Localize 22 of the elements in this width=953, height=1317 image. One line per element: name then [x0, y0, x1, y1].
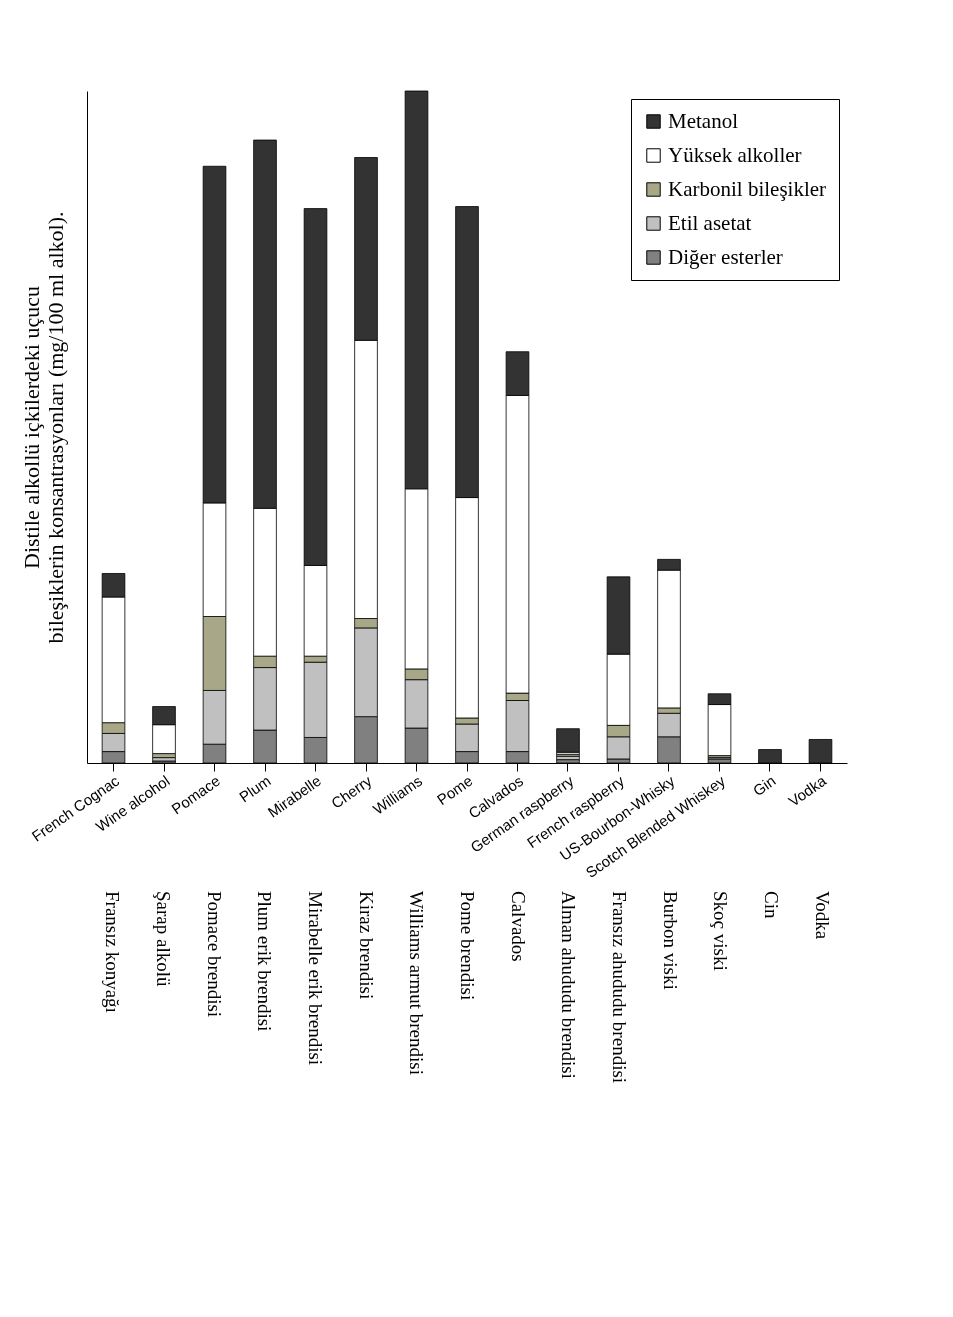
- text: Burbon viski: [659, 891, 681, 990]
- text: Plum erik brendisi: [254, 891, 276, 1032]
- text: Kiraz brendisi: [355, 891, 377, 1000]
- text: Vodka: [811, 891, 833, 940]
- legend-label: Metanol: [668, 108, 739, 133]
- text: Skoç viski: [710, 891, 732, 971]
- legend-label: Diğer esterler: [668, 244, 783, 269]
- text: Cin: [761, 891, 782, 919]
- x-tick-label: Gin: [749, 771, 779, 800]
- text: Fransız konyağı: [102, 891, 124, 1013]
- text: Şarap alkolü: [153, 891, 174, 987]
- text: Alman ahududu brendisi: [558, 891, 580, 1079]
- legend-label: Karbonil bileşikler: [668, 176, 827, 201]
- y-axis-title: Distile alkollü içkilerdeki uçucu bileşiklerin konsantrasyonları (mg/100 ml alkol).: [18, 211, 68, 644]
- text: Calvados: [507, 891, 529, 962]
- text: Pomace brendisi: [203, 891, 225, 1018]
- text: Fransız ahududu brendisi: [609, 891, 630, 1084]
- text: Williams armut brendisi: [406, 891, 428, 1075]
- legend-label: Yüksek alkoller: [668, 142, 802, 167]
- legend-label: Etil asetat: [668, 210, 752, 235]
- text: Pome brendisi: [457, 891, 478, 1001]
- text: Mirabelle erik brendisi: [305, 891, 326, 1066]
